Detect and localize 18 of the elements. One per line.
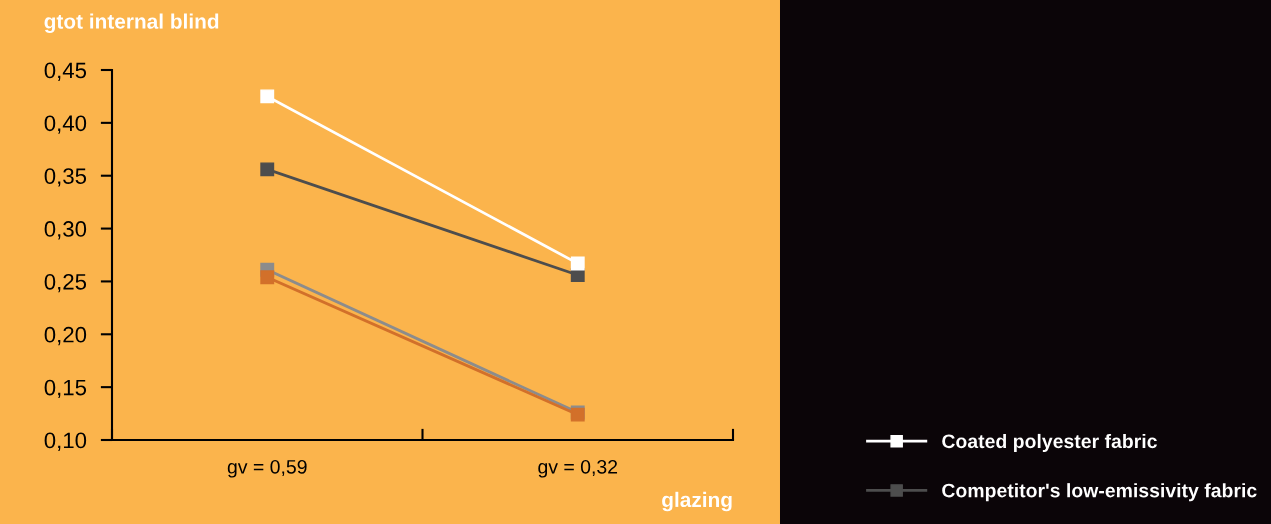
point bbox=[570, 256, 585, 271]
point bbox=[260, 162, 275, 177]
legend-label: Coated polyester fabric bbox=[942, 433, 1157, 453]
y-tick-label: 0,35 bbox=[44, 168, 87, 187]
y-tick-label: 0,40 bbox=[44, 115, 87, 134]
y-tick-label: 0,45 bbox=[44, 62, 87, 81]
y-tick-label: 0,25 bbox=[44, 273, 87, 293]
point bbox=[260, 89, 275, 104]
x-axis-title: glazing bbox=[662, 491, 732, 512]
y-axis-title: gtot internal blind bbox=[44, 13, 219, 33]
x-tick-label: gv = 0,32 bbox=[538, 459, 618, 478]
y-tick-label: 0,15 bbox=[44, 379, 87, 399]
legend-label: Competitor's low-emissivity fabric bbox=[942, 483, 1257, 502]
y-tick-label: 0,30 bbox=[44, 221, 87, 240]
y-tick-label: 0,20 bbox=[44, 326, 87, 346]
x-tick-label: gv = 0,59 bbox=[227, 459, 307, 478]
y-tick-label: 0,10 bbox=[44, 432, 87, 451]
point bbox=[260, 270, 275, 285]
